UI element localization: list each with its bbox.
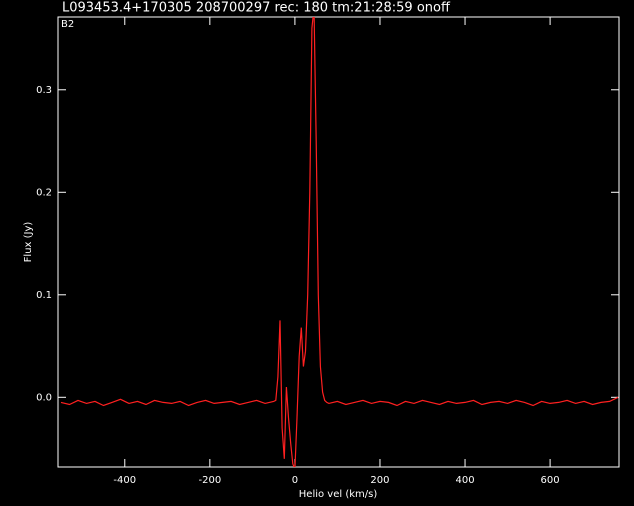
- x-tick-label: 0: [292, 475, 298, 486]
- annotation: B2: [61, 19, 74, 30]
- y-tick-label: 0.1: [36, 290, 52, 301]
- x-axis-label: Helio vel (km/s): [299, 489, 378, 500]
- y-tick-label: 0.0: [36, 392, 52, 403]
- x-tick-label: 400: [455, 475, 474, 486]
- y-axis-label: Flux (Jy): [23, 222, 34, 263]
- plot-frame: [57, 16, 620, 468]
- x-tick-label: -200: [198, 475, 221, 486]
- x-tick-label: 200: [370, 475, 389, 486]
- spectrum-line: [60, 17, 619, 467]
- x-tick-label: 600: [541, 475, 560, 486]
- chart-title: L093453.4+170305 208700297 rec: 180 tm:2…: [62, 1, 451, 16]
- y-tick-label: 0.3: [36, 85, 52, 96]
- x-tick-label: -400: [113, 475, 136, 486]
- y-tick-label: 0.2: [36, 187, 52, 198]
